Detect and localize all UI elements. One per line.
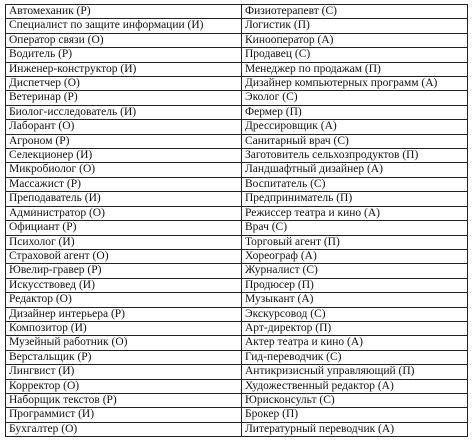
table-row: Страховой агент (О) Хореограф (А) [5, 248, 468, 265]
table-row: Администратор (О) Режиссер театра и кино … [5, 205, 468, 222]
table-cell: Лингвист (И) [5, 364, 242, 380]
table-row: Автомеханик (Р) Физиотерапевт (С) [5, 3, 468, 20]
table-cell: Композитор (И) [5, 320, 242, 337]
table-cell: Микробиолог (О) [5, 162, 242, 178]
table-row: Специалист по защите информации (И) Логис… [5, 18, 468, 34]
table-row: Агроном (Р) Санитарный врач (С) [5, 133, 468, 150]
table-cell: Санитарный врач (С) [241, 133, 468, 150]
table-row: Психолог (И) Торговый агент (П) [5, 234, 468, 250]
table-cell: Инженер-конструктор (И) [5, 61, 242, 78]
table-cell: Воспитатель (С) [241, 176, 468, 193]
table-cell: Преподаватель (И) [5, 191, 242, 207]
table-cell: Эколог (С) [241, 90, 468, 106]
table-cell: Актер театра и кино (А) [241, 335, 468, 351]
table-cell: Художественный редактор (А) [241, 378, 468, 394]
table-body: Автомеханик (Р) Физиотерапевт (С) Специали… [5, 3, 468, 438]
table-row: Бухгалтер (О) Литературный переводчик (А) [5, 421, 468, 438]
table-cell: Журналист (С) [241, 263, 468, 279]
table-cell: Экскурсовод (С) [241, 306, 468, 322]
table-cell: Психолог (И) [5, 234, 242, 250]
table-cell: Музыкант (А) [241, 292, 468, 308]
table-cell: Ландшафтный дизайнер (А) [241, 162, 468, 178]
table-cell: Администратор (О) [5, 205, 242, 222]
table-cell: Ювелир-гравер (Р) [5, 263, 242, 279]
table-cell: Биолог-исследователь (И) [5, 104, 242, 121]
table-cell: Физиотерапевт (С) [241, 3, 468, 20]
table-cell: Наборщик текстов (Р) [5, 392, 242, 409]
table-cell: Диспетчер (О) [5, 76, 242, 92]
table-row: Музейный работник (О) Актер театра и кино… [5, 335, 468, 351]
table-cell: Антикризисный управляющий (П) [241, 364, 468, 380]
table-cell: Заготовитель сельхозпродуктов (П) [241, 148, 468, 164]
table-cell: Корректор (О) [5, 378, 242, 394]
table-row: Диспетчер (О) Дизайнер компьютерных прогр… [5, 76, 468, 92]
table-cell: Продавец (С) [241, 47, 468, 63]
table-cell: Логистик (П) [241, 18, 468, 34]
table-row: Лаборант (О) Дрессировщик (А) [5, 119, 468, 135]
table-cell: Гид-переводчик (С) [241, 349, 468, 366]
table-cell: Верстальщик (Р) [5, 349, 242, 366]
table-cell: Торговый агент (П) [241, 234, 468, 250]
table-cell: Агроном (Р) [5, 133, 242, 150]
table-cell: Менеджер по продажам (П) [241, 61, 468, 78]
table-row: Водитель (Р) Продавец (С) [5, 47, 468, 63]
table-cell: Дизайнер интерьера (Р) [5, 306, 242, 322]
table-row: Биолог-исследователь (И) Фермер (П) [5, 104, 468, 121]
table-row: Ювелир-гравер (Р) Журналист (С) [5, 263, 468, 279]
table-cell: Режиссер театра и кино (А) [241, 205, 468, 222]
table-row: Инженер-конструктор (И) Менеджер по прода… [5, 61, 468, 78]
table-cell: Страховой агент (О) [5, 248, 242, 265]
table-cell: Селекционер (И) [5, 148, 242, 164]
table-row: Массажист (Р) Воспитатель (С) [5, 176, 468, 193]
table-row: Селекционер (И) Заготовитель сельхозпроду… [5, 148, 468, 164]
table-row: Официант (Р) Врач (С) [5, 220, 468, 236]
table-cell: Арт-директор (П) [241, 320, 468, 337]
table-cell: Лаборант (О) [5, 119, 242, 135]
table-cell: Продюсер (П) [241, 277, 468, 294]
table-cell: Литературный переводчик (А) [241, 421, 468, 438]
table-row: Искусствовед (И) Продюсер (П) [5, 277, 468, 294]
table-row: Оператор связи (О) Кинооператор (А) [5, 32, 468, 49]
table-cell: Юрисконсульт (С) [241, 392, 468, 409]
table-cell: Музейный работник (О) [5, 335, 242, 351]
table-row: Корректор (О) Художественный редактор (А) [5, 378, 468, 394]
table-cell: Предприниматель (П) [241, 191, 468, 207]
table-cell: Массажист (Р) [5, 176, 242, 193]
table-row: Наборщик текстов (Р) Юрисконсульт (С) [5, 392, 468, 409]
table-cell: Фермер (П) [241, 104, 468, 121]
table-row: Преподаватель (И) Предприниматель (П) [5, 191, 468, 207]
table-row: Микробиолог (О) Ландшафтный дизайнер (А) [5, 162, 468, 178]
table-cell: Автомеханик (Р) [5, 3, 242, 20]
table-cell: Дрессировщик (А) [241, 119, 468, 135]
table-cell: Официант (Р) [5, 220, 242, 236]
table-row: Лингвист (И) Антикризисный управляющий (П… [5, 364, 468, 380]
table-row: Ветеринар (Р) Эколог (С) [5, 90, 468, 106]
table-row: Композитор (И) Арт-директор (П) [5, 320, 468, 337]
table-cell: Брокер (П) [241, 407, 468, 423]
table-cell: Редактор (О) [5, 292, 242, 308]
table-cell: Специалист по защите информации (И) [5, 18, 242, 34]
table-row: Дизайнер интерьера (Р) Экскурсовод (С) [5, 306, 468, 322]
table-cell: Бухгалтер (О) [5, 421, 242, 438]
table-cell: Водитель (Р) [5, 47, 242, 63]
table-row: Редактор (О) Музыкант (А) [5, 292, 468, 308]
table-cell: Кинооператор (А) [241, 32, 468, 49]
table-cell: Искусствовед (И) [5, 277, 242, 294]
table-cell: Программист (И) [5, 407, 242, 423]
table-cell: Ветеринар (Р) [5, 90, 242, 106]
table-row: Программист (И) Брокер (П) [5, 407, 468, 423]
table-cell: Хореограф (А) [241, 248, 468, 265]
table-cell: Врач (С) [241, 220, 468, 236]
table-cell: Дизайнер компьютерных программ (А) [241, 76, 468, 92]
table-row: Верстальщик (Р) Гид-переводчик (С) [5, 349, 468, 366]
table-cell: Оператор связи (О) [5, 32, 242, 49]
professions-table: Автомеханик (Р) Физиотерапевт (С) Специали… [5, 3, 468, 438]
